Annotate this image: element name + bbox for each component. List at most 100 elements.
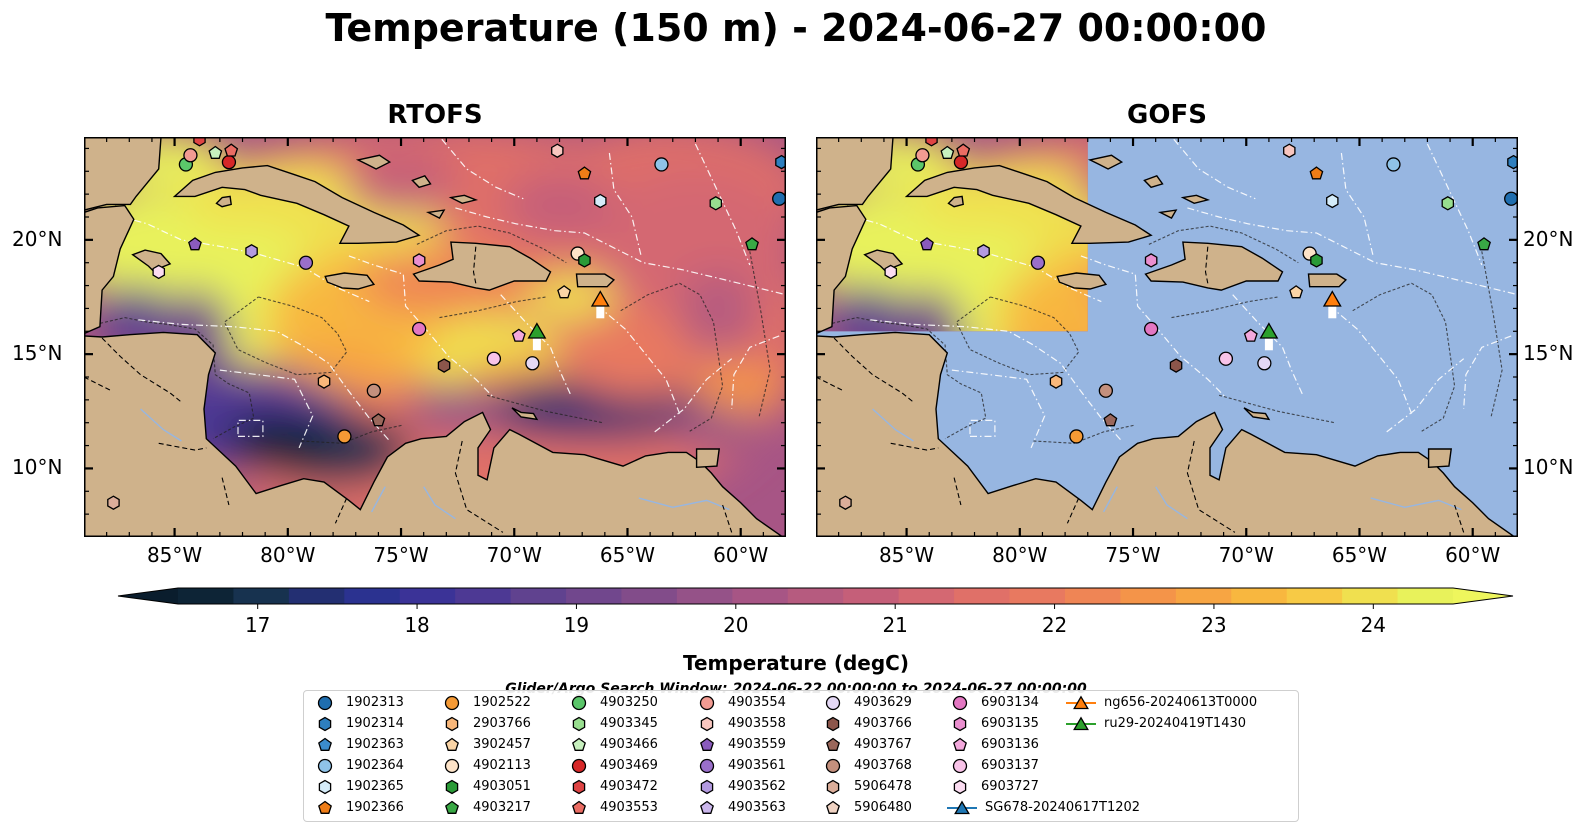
gofs-lat-label-0: 20°N bbox=[1523, 226, 1574, 251]
legend-symbol bbox=[700, 737, 714, 751]
colorbar-segment-7 bbox=[566, 588, 623, 604]
colorbar-tick-label-4: 21 bbox=[882, 613, 907, 637]
gofs-landmass-7 bbox=[1427, 448, 1453, 469]
colorbar-tick-label-2: 19 bbox=[564, 613, 589, 637]
colorbar-extend-low bbox=[118, 588, 178, 604]
gofs-eez-line-10 bbox=[1173, 138, 1256, 200]
rtofs-float-2903766 bbox=[317, 374, 331, 389]
rtofs-field-patch-25 bbox=[695, 361, 786, 416]
rtofs-border-6 bbox=[472, 246, 477, 284]
rtofs-float-4903466 bbox=[208, 145, 223, 159]
gofs-lon-label-3: 70°W bbox=[1218, 543, 1274, 567]
gofs-glider-ru29-20240419T1430 bbox=[1259, 322, 1279, 339]
colorbar-segment-17 bbox=[1120, 588, 1177, 604]
legend-symbol bbox=[317, 695, 333, 710]
legend-entry-5906480: 5906480 bbox=[820, 797, 912, 818]
legend-symbol bbox=[825, 695, 841, 710]
legend-symbol bbox=[572, 737, 586, 751]
legend-label: 4903562 bbox=[728, 779, 786, 794]
legend-label: 6903137 bbox=[981, 758, 1039, 773]
rtofs-gliders bbox=[527, 290, 610, 351]
colorbar: 17 18 19 20 21 22 23 24 bbox=[117, 587, 1514, 637]
colorbar-extend-high bbox=[1453, 588, 1513, 604]
legend-marker-4903553 bbox=[572, 800, 586, 814]
rtofs-border-5 bbox=[722, 504, 733, 533]
rtofs-eez-line-3 bbox=[237, 419, 264, 437]
legend-marker-1902366 bbox=[318, 800, 332, 814]
legend-marker-1902363 bbox=[318, 737, 332, 751]
legend-marker-6903136 bbox=[953, 737, 967, 751]
legend-marker-4903051 bbox=[445, 779, 459, 794]
rtofs-float-4903345 bbox=[709, 196, 723, 211]
legend-marker-4903554 bbox=[699, 695, 715, 710]
rtofs-float-4903559 bbox=[188, 237, 202, 251]
rtofs-eez-line-8 bbox=[608, 152, 642, 257]
gofs-lon-label-0: 85°W bbox=[878, 543, 935, 567]
legend-symbol bbox=[572, 716, 586, 731]
legend-marker-2903766 bbox=[445, 716, 459, 731]
gofs-border-4 bbox=[1186, 440, 1236, 533]
legend-marker-6903135 bbox=[953, 716, 967, 731]
rtofs-landmass-4 bbox=[324, 272, 376, 290]
legend-symbol bbox=[826, 779, 840, 794]
rtofs-float-4903553 bbox=[224, 143, 239, 157]
rtofs-river-1 bbox=[638, 497, 730, 511]
colorbar-tick-label-5: 22 bbox=[1042, 613, 1067, 637]
rtofs-landmass-5 bbox=[412, 241, 552, 291]
legend-symbol bbox=[699, 758, 715, 773]
legend-label: 4903768 bbox=[854, 758, 912, 773]
rtofs-borders bbox=[84, 246, 733, 533]
legend-marker-4903472 bbox=[572, 779, 586, 794]
legend-label: 4903766 bbox=[854, 716, 912, 731]
gofs-landmass-9 bbox=[947, 195, 964, 208]
gofs-panel-title: GOFS bbox=[1127, 100, 1207, 130]
colorbar-segment-13 bbox=[898, 588, 955, 604]
colorbar-segment-22 bbox=[1397, 588, 1454, 604]
legend-symbol bbox=[1073, 695, 1089, 709]
colorbar-tick-label-3: 20 bbox=[723, 613, 748, 637]
gofs-lon-label-4: 65°W bbox=[1331, 543, 1388, 567]
legend-marker-ru29-20240419T1430 bbox=[1066, 716, 1096, 730]
legend-label: ng656-20240613T0000 bbox=[1104, 695, 1258, 710]
legend-entry-4902113: 4902113 bbox=[439, 755, 531, 776]
legend-label: 4903217 bbox=[473, 800, 531, 815]
legend-entry-4903563: 4903563 bbox=[694, 797, 786, 818]
rtofs-field-patch-8 bbox=[593, 166, 786, 313]
legend-symbol bbox=[952, 695, 968, 710]
legend-entry-4903472: 4903472 bbox=[566, 776, 658, 797]
legend-label: 4903561 bbox=[728, 758, 786, 773]
rtofs-float-4903051 bbox=[578, 253, 591, 268]
legend-symbol bbox=[444, 695, 460, 710]
gofs-float-4903767 bbox=[1103, 413, 1118, 427]
rtofs-float-4903469 bbox=[221, 154, 237, 170]
rtofs-lat-label-0: 20°N bbox=[12, 226, 63, 251]
gofs-bathymetry-contour-0 bbox=[827, 317, 987, 440]
rtofs-eez-line-2 bbox=[219, 369, 314, 449]
gofs-float-6903137 bbox=[1218, 351, 1234, 366]
rtofs-field-patch-21 bbox=[559, 308, 719, 400]
legend-symbol bbox=[317, 758, 333, 773]
rtofs-float-4903217 bbox=[745, 237, 759, 251]
legend-label: 6903727 bbox=[981, 779, 1039, 794]
gofs-float-4903768 bbox=[1098, 383, 1114, 398]
colorbar-segment-9 bbox=[676, 588, 733, 604]
legend-label: 4903250 bbox=[600, 695, 658, 710]
rtofs-float-4903472 bbox=[193, 137, 206, 147]
gofs-float-1902314 bbox=[1507, 154, 1518, 170]
gofs-map bbox=[816, 137, 1518, 537]
rtofs-landmass-6 bbox=[575, 273, 616, 288]
legend-label: SG678-20240617T1202 bbox=[985, 800, 1141, 815]
legend-symbol bbox=[699, 695, 715, 710]
rtofs-landmass-2 bbox=[84, 331, 786, 537]
legend-symbol bbox=[953, 779, 967, 794]
legend-label: 4903466 bbox=[600, 737, 658, 752]
legend-entry-4903345: 4903345 bbox=[566, 713, 658, 734]
gofs-float-1902313 bbox=[1504, 191, 1518, 206]
rtofs-float-4903629 bbox=[525, 356, 540, 371]
legend-entry-1902363: 1902363 bbox=[312, 734, 404, 755]
gofs-river-3 bbox=[872, 408, 914, 442]
legend-marker-1902365 bbox=[318, 779, 332, 794]
rtofs-bathymetry-contour-3 bbox=[620, 282, 724, 433]
gofs-eez-line-1 bbox=[870, 319, 1123, 442]
rtofs-float-3902457 bbox=[557, 285, 572, 299]
